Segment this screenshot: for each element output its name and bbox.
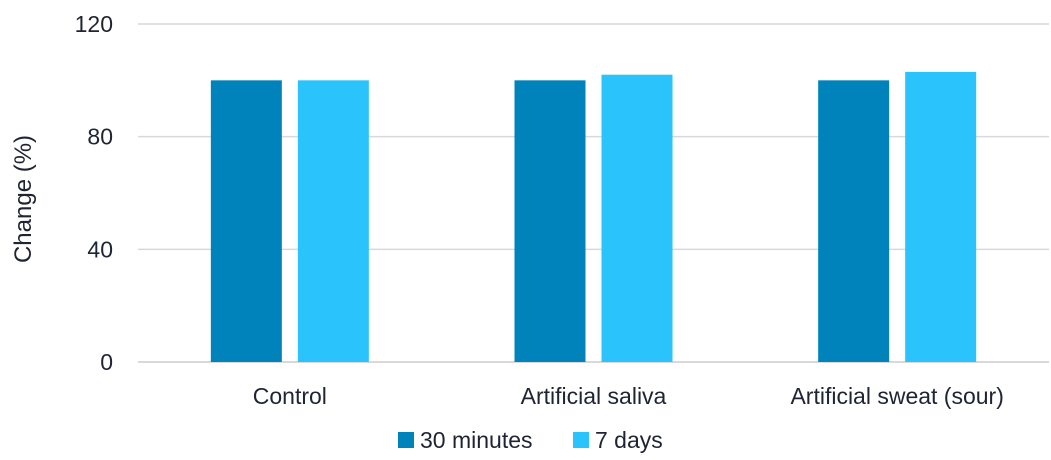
bar (514, 80, 586, 362)
y-tick-label: 40 (87, 236, 113, 262)
legend-label: 30 minutes (420, 427, 533, 453)
x-tick-label: Artificial saliva (521, 383, 667, 409)
legend-swatch (573, 432, 589, 448)
y-axis-label: Change (%) (10, 135, 37, 263)
y-tick-label: 0 (100, 349, 113, 375)
legend-swatch (398, 432, 414, 448)
legend: 30 minutes 7 days (398, 427, 663, 453)
bars (210, 71, 977, 362)
y-tick-label: 80 (87, 124, 113, 150)
x-axis-ticks: Control Artificial saliva Artificial sweat… (253, 383, 1004, 409)
bar (601, 74, 673, 362)
legend-label: 7 days (595, 427, 663, 453)
bar (818, 80, 890, 362)
y-tick-label: 120 (75, 11, 113, 37)
bar (297, 80, 369, 362)
bar (905, 71, 977, 362)
x-tick-label: Control (253, 383, 327, 409)
y-axis-ticks: 0 40 80 120 (75, 11, 113, 375)
x-tick-label: Artificial sweat (sour) (790, 383, 1003, 409)
gridlines (138, 23, 1049, 363)
bar (210, 80, 282, 362)
